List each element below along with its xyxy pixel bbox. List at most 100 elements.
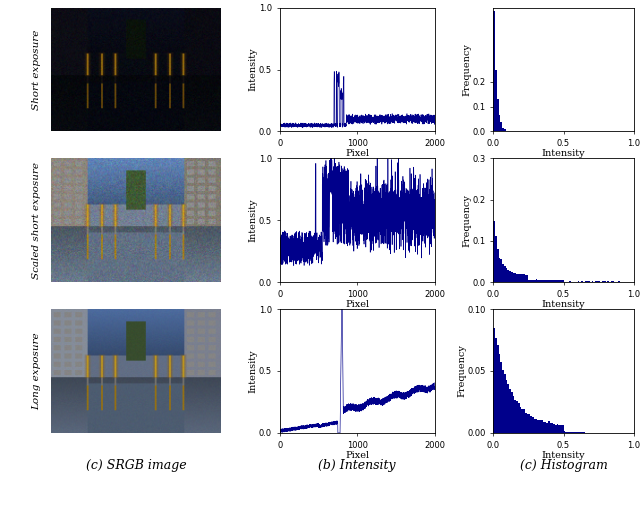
Text: Long exposure: Long exposure	[32, 332, 41, 410]
Bar	[536, 279, 537, 282]
Y-axis label: Intensity: Intensity	[248, 349, 257, 393]
Bar	[522, 274, 524, 282]
Bar	[544, 280, 546, 282]
Bar	[581, 432, 583, 433]
Bar	[500, 259, 502, 282]
Bar	[574, 432, 576, 433]
Bar	[577, 432, 579, 433]
Bar	[502, 128, 504, 131]
Bar	[612, 281, 614, 282]
Bar	[551, 280, 553, 282]
Bar	[537, 420, 539, 433]
Bar	[581, 281, 583, 282]
Bar	[550, 280, 551, 282]
Bar	[500, 122, 502, 131]
Y-axis label: Frequency: Frequency	[462, 43, 471, 96]
Bar	[546, 423, 548, 433]
Bar	[555, 280, 557, 282]
Y-axis label: Intensity: Intensity	[248, 198, 257, 242]
Text: Scaled short exposure: Scaled short exposure	[32, 162, 41, 279]
Bar	[543, 279, 544, 282]
Bar	[520, 274, 522, 282]
Bar	[509, 271, 511, 282]
Bar	[500, 362, 502, 433]
Bar	[534, 280, 536, 282]
Bar	[511, 391, 513, 433]
Bar	[602, 281, 604, 282]
Bar	[518, 274, 520, 282]
Bar	[527, 275, 529, 282]
Bar	[572, 281, 574, 282]
Bar	[504, 129, 506, 131]
Bar	[537, 280, 539, 282]
X-axis label: Intensity: Intensity	[541, 149, 586, 159]
Bar	[536, 419, 537, 433]
Bar	[558, 280, 560, 282]
Bar	[516, 401, 518, 433]
Bar	[576, 432, 577, 433]
Bar	[579, 432, 581, 433]
Bar	[553, 424, 555, 433]
Bar	[570, 281, 572, 282]
Bar	[539, 420, 541, 433]
Bar	[499, 115, 500, 131]
Bar	[597, 281, 598, 282]
Bar	[586, 281, 588, 282]
Bar	[511, 272, 513, 282]
Bar	[557, 424, 558, 433]
Bar	[618, 281, 620, 282]
Y-axis label: Frequency: Frequency	[462, 194, 471, 246]
Y-axis label: Frequency: Frequency	[457, 344, 466, 397]
Bar	[604, 281, 605, 282]
Bar	[527, 414, 529, 433]
Bar	[515, 400, 516, 433]
Bar	[529, 414, 531, 433]
X-axis label: Intensity: Intensity	[541, 300, 586, 309]
Bar	[607, 281, 609, 282]
Bar	[560, 280, 562, 282]
X-axis label: Pixel: Pixel	[345, 300, 369, 309]
X-axis label: Intensity: Intensity	[541, 451, 586, 460]
Text: Short exposure: Short exposure	[32, 29, 41, 110]
Bar	[516, 274, 518, 282]
Bar	[577, 281, 579, 282]
Bar	[588, 281, 590, 282]
Bar	[506, 268, 508, 282]
Bar	[508, 384, 509, 433]
Bar	[532, 417, 534, 433]
Bar	[534, 419, 536, 433]
Bar	[591, 281, 593, 282]
Bar	[558, 425, 560, 433]
Bar	[557, 280, 558, 282]
Bar	[551, 424, 553, 433]
Bar	[524, 409, 525, 433]
Bar	[546, 280, 548, 282]
Text: (c) SRGB image: (c) SRGB image	[86, 460, 186, 473]
Bar	[522, 409, 524, 433]
Bar	[560, 425, 562, 433]
Bar	[562, 425, 564, 433]
Bar	[541, 280, 543, 282]
Bar	[495, 70, 497, 131]
Y-axis label: Intensity: Intensity	[248, 47, 257, 91]
Bar	[569, 281, 570, 282]
Bar	[513, 396, 515, 433]
Text: (b) Intensity: (b) Intensity	[318, 460, 396, 473]
Bar	[539, 280, 541, 282]
Bar	[493, 11, 495, 131]
Bar	[525, 413, 527, 433]
Bar	[548, 421, 550, 433]
Bar	[504, 374, 506, 433]
Bar	[499, 354, 500, 433]
Bar	[520, 408, 522, 433]
Bar	[562, 280, 564, 282]
Bar	[598, 281, 600, 282]
Bar	[564, 281, 565, 282]
Bar	[543, 422, 544, 433]
Bar	[569, 432, 570, 433]
Bar	[524, 274, 525, 282]
Bar	[595, 281, 597, 282]
Bar	[565, 432, 567, 433]
Bar	[497, 99, 499, 131]
Bar	[502, 370, 504, 433]
